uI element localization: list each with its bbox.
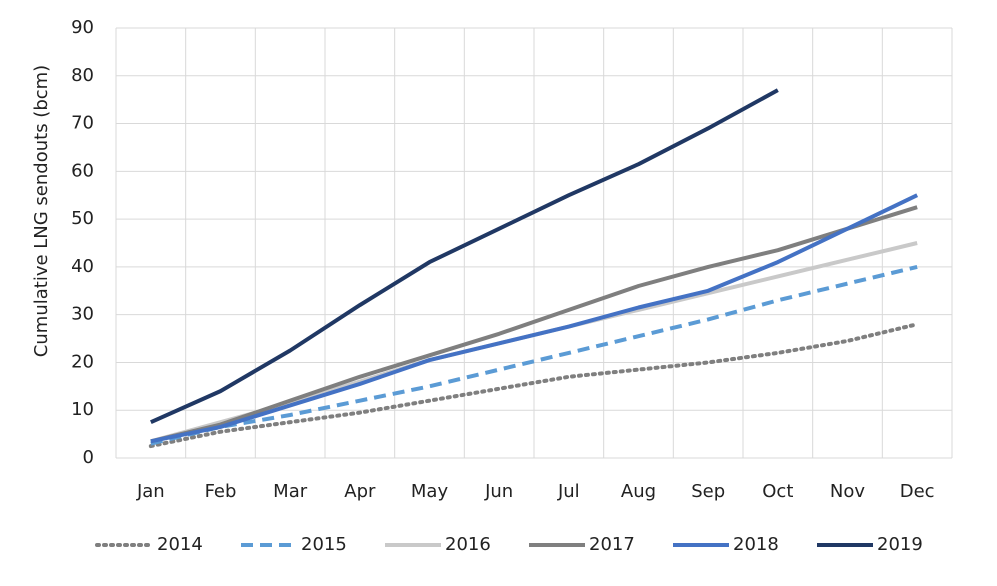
series-line bbox=[150, 264, 918, 446]
x-tick-label: Jun bbox=[484, 481, 513, 502]
y-tick-label: 40 bbox=[71, 256, 94, 277]
y-tick-label: 10 bbox=[71, 399, 94, 420]
series-line bbox=[150, 88, 779, 424]
y-tick-label: 70 bbox=[71, 113, 94, 134]
x-tick-label: Oct bbox=[762, 481, 793, 502]
x-tick-label: Feb bbox=[205, 481, 237, 502]
legend-label: 2018 bbox=[733, 534, 779, 555]
legend-label: 2016 bbox=[445, 534, 491, 555]
series-line bbox=[150, 205, 918, 444]
series-line bbox=[148, 322, 920, 449]
y-tick-label: 60 bbox=[71, 160, 94, 181]
x-tick-label: May bbox=[411, 481, 449, 502]
x-tick-label: Jul bbox=[557, 481, 580, 502]
y-tick-label: 20 bbox=[71, 351, 94, 372]
x-tick-label: Apr bbox=[344, 481, 376, 502]
x-tick-label: Mar bbox=[273, 481, 308, 502]
y-tick-label: 80 bbox=[71, 65, 94, 86]
legend-label: 2019 bbox=[877, 534, 923, 555]
legend-label: 2017 bbox=[589, 534, 635, 555]
y-tick-label: 30 bbox=[71, 304, 94, 325]
y-tick-label: 0 bbox=[83, 447, 94, 468]
y-tick-label: 50 bbox=[71, 208, 94, 229]
x-tick-label: Sep bbox=[691, 481, 725, 502]
series-line bbox=[150, 193, 919, 444]
legend-label: 2014 bbox=[157, 534, 203, 555]
x-tick-label: Aug bbox=[621, 481, 656, 502]
x-tick-label: Nov bbox=[830, 481, 865, 502]
legend-label: 2015 bbox=[301, 534, 347, 555]
x-tick-label: Dec bbox=[900, 481, 935, 502]
y-axis-label: Cumulative LNG sendouts (bcm) bbox=[31, 65, 52, 357]
x-tick-label: Jan bbox=[136, 481, 165, 502]
y-tick-label: 90 bbox=[71, 17, 94, 38]
